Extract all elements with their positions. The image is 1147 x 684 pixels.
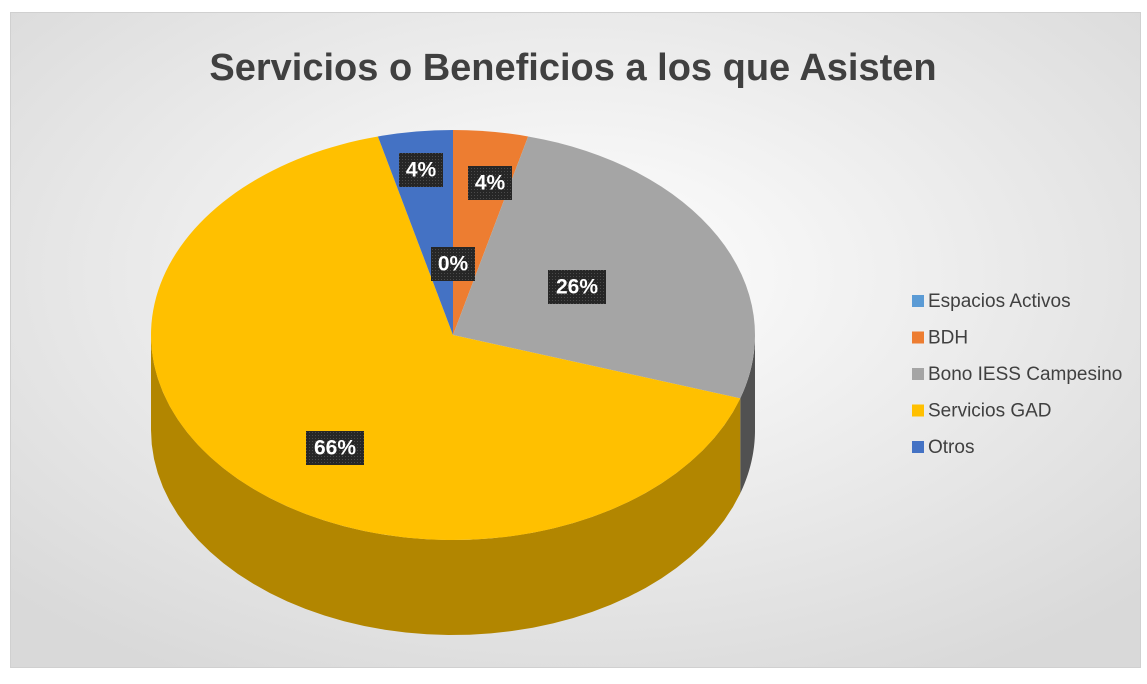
- data-label: 4%: [406, 159, 437, 182]
- pie: [150, 130, 755, 635]
- legend-swatch: [912, 404, 924, 417]
- data-label-box: [468, 166, 512, 200]
- legend-label: Servicios GAD: [928, 401, 1052, 422]
- data-label: 66%: [314, 437, 356, 460]
- data-label: 0%: [438, 253, 469, 276]
- slice: [150, 136, 741, 541]
- legend: Espacios Activos BDH Bono IESS Campesino Se…: [912, 291, 1122, 458]
- data-label-box: [399, 153, 443, 187]
- data-label-box: [431, 247, 475, 281]
- legend-label: Espacios Activos: [928, 291, 1071, 312]
- slice-side: [151, 335, 741, 635]
- legend-swatch: [912, 368, 924, 380]
- legend-swatch: [912, 331, 924, 344]
- data-label-box: [306, 431, 364, 465]
- data-labels: 0% 4% 26% 66% 4%: [306, 153, 606, 465]
- slice-side: [740, 335, 755, 494]
- data-label-box: [548, 270, 606, 304]
- legend-label: BDH: [928, 328, 968, 349]
- chart-title: Servicios o Beneficios a los que Asisten: [209, 47, 936, 89]
- legend-label: Otros: [928, 437, 974, 458]
- data-label: 26%: [556, 276, 598, 299]
- legend-swatch: [912, 441, 924, 453]
- legend-label: Bono IESS Campesino: [928, 364, 1122, 385]
- data-label: 4%: [475, 172, 506, 195]
- legend-swatch: [912, 295, 924, 307]
- slice: [453, 136, 755, 399]
